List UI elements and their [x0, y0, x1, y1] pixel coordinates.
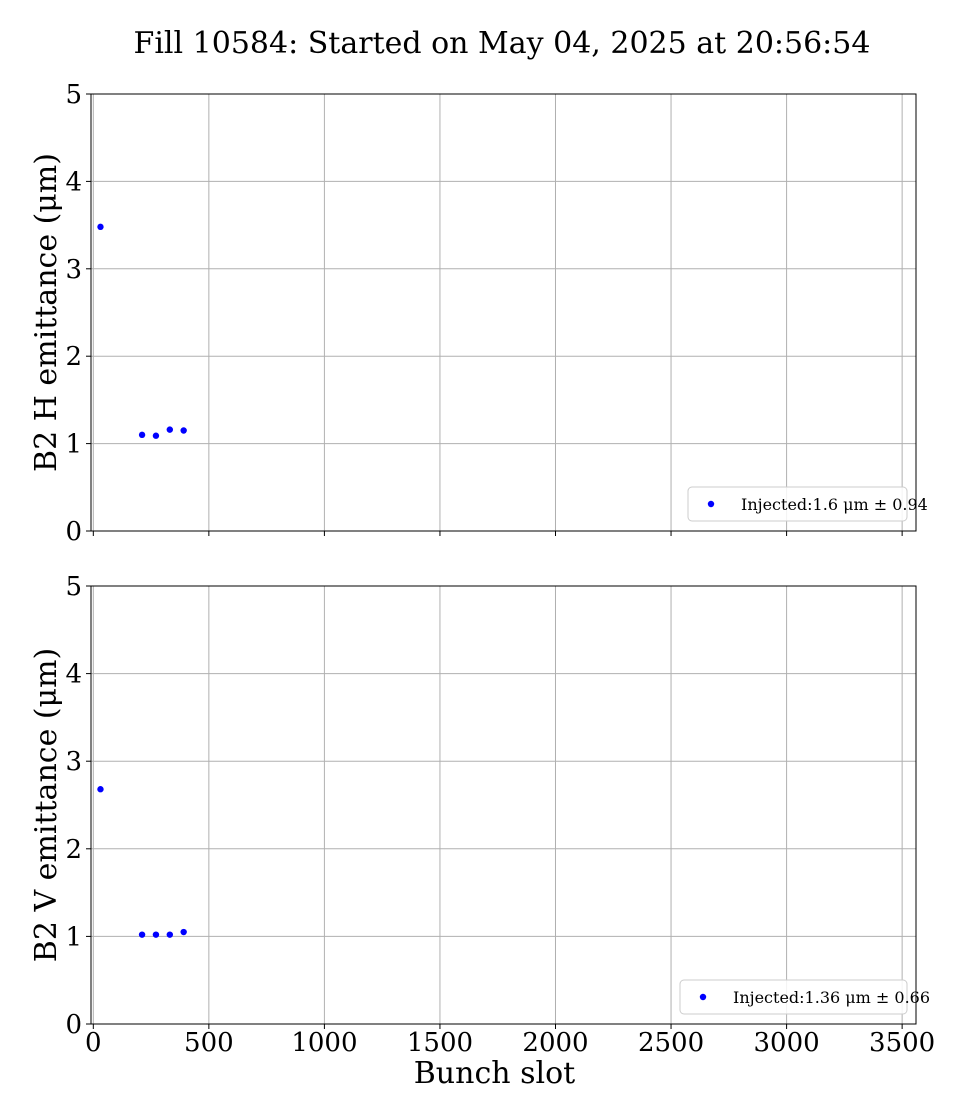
data-point	[138, 431, 146, 439]
y-tick-label: 1	[65, 430, 82, 460]
data-point	[138, 931, 146, 938]
y-tick-label: 4	[65, 167, 82, 197]
x-tick-label: 3500	[869, 1028, 935, 1058]
x-axis-label: Bunch slot	[414, 1056, 575, 1091]
y-tick-label: 3	[65, 747, 82, 777]
y-tick-label: 3	[65, 255, 82, 285]
x-tick-label: 2500	[638, 1028, 704, 1058]
legend-label: Injected:1.6 μm ± 0.94	[741, 495, 928, 514]
data-point	[97, 786, 104, 793]
data-point	[166, 931, 174, 938]
panel-2: 0 500 1000 1500 2000 2500 3000 3500 0 1 2 3 4 5 B2 V e…	[29, 572, 935, 1091]
x-tick-label: 3000	[754, 1028, 820, 1058]
data-point	[180, 427, 187, 434]
legend-box	[679, 979, 908, 1015]
y-tick-label: 0	[65, 517, 82, 547]
panel-1: 0 1 2 3 4 5 B2 H emittance (μm) Injected:1.6 μm…	[29, 80, 928, 547]
y-tick-label: 5	[65, 80, 82, 110]
data-point	[152, 931, 160, 938]
x-tick-label: 1000	[291, 1028, 357, 1058]
data-point	[152, 432, 160, 439]
legend-marker	[707, 500, 715, 508]
x-tick-label: 1500	[407, 1028, 473, 1058]
axes-frame	[90, 585, 917, 1025]
y-tick-label: 2	[65, 835, 82, 865]
y-axis-label: B2 V emittance (μm)	[29, 648, 64, 962]
x-tick-label: 0	[85, 1028, 102, 1058]
y-axis-label: B2 H emittance (μm)	[29, 153, 64, 472]
data-point	[166, 426, 174, 433]
x-tick-label: 2000	[522, 1028, 588, 1058]
axes-frame	[90, 93, 917, 532]
data-point	[97, 223, 104, 231]
y-tick-label: 0	[65, 1010, 82, 1040]
figure-title: Fill 10584: Started on May 04, 2025 at 2…	[134, 26, 871, 61]
data-point	[180, 928, 187, 936]
legend-box	[687, 486, 908, 522]
legend-marker	[699, 993, 707, 1001]
y-tick-label: 2	[65, 342, 82, 372]
y-tick-label: 1	[65, 922, 82, 952]
x-tick-label: 500	[184, 1028, 234, 1058]
legend-label: Injected:1.36 μm ± 0.66	[733, 988, 930, 1007]
y-tick-label: 4	[65, 660, 82, 690]
y-tick-label: 5	[65, 572, 82, 602]
